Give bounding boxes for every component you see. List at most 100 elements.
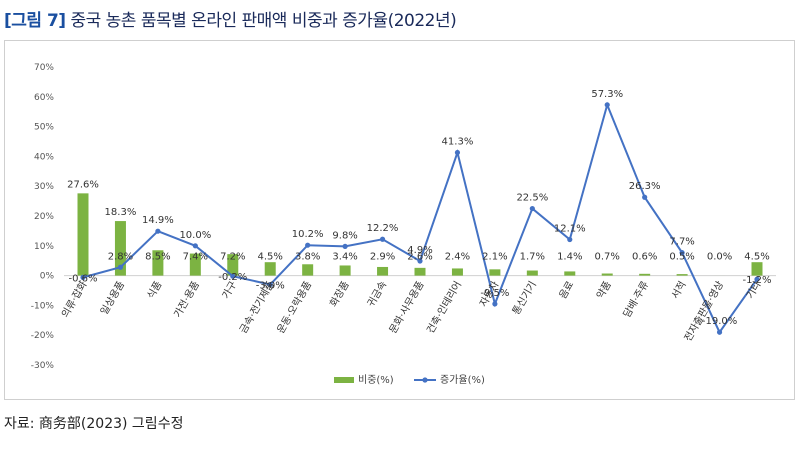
bar-data-label: 18.3%: [105, 207, 137, 218]
line-data-label: 10.0%: [179, 230, 211, 241]
bar: [264, 262, 276, 276]
line-point: [192, 243, 198, 249]
y-tick-label: 70%: [34, 63, 54, 73]
bar: [302, 264, 314, 276]
figure-title-text: 중국 농촌 품목별 온라인 판매액 비중과 증가율(2022년): [70, 11, 457, 31]
line-data-label: 9.8%: [332, 230, 357, 241]
line-point: [267, 281, 273, 288]
line-point: [679, 250, 685, 256]
x-category-label: 담배·주류: [621, 279, 651, 320]
bar-data-label: 0.0%: [707, 252, 732, 263]
bar: [489, 269, 501, 276]
line-data-label: 22.5%: [516, 193, 548, 204]
line-data-label: 41.3%: [442, 137, 474, 148]
line-data-label: -3.0%: [256, 281, 285, 292]
x-category-label: 일상용품: [98, 279, 127, 317]
bar-data-label: 27.6%: [67, 179, 99, 190]
chart-frame: [4, 40, 795, 400]
x-category-label: 서적: [669, 279, 689, 301]
bar: [227, 254, 239, 276]
bar-data-label: 1.4%: [557, 252, 582, 263]
line-point: [492, 301, 498, 307]
bar-data-label: 4.5%: [258, 252, 283, 263]
bar: [751, 262, 763, 276]
line-point: [155, 228, 161, 234]
bar: [77, 193, 89, 276]
legend-bar-label: 비중(%): [358, 374, 394, 386]
bar-data-label: 0.7%: [595, 252, 620, 263]
bar-data-label: 4.5%: [744, 252, 769, 263]
line-data-label: 14.9%: [142, 215, 174, 226]
line-point: [342, 243, 348, 249]
x-category-label: 가전·용품: [172, 279, 202, 320]
bar-data-label: 3.4%: [332, 252, 357, 263]
line-point: [230, 273, 236, 279]
bar-data-label: 8.5%: [145, 252, 170, 263]
figure-number: [그림 7]: [4, 11, 66, 31]
x-category-label: 통신기기: [510, 279, 539, 317]
figure-title: [그림 7] 중국 농촌 품목별 온라인 판매액 비중과 증가율(2022년): [4, 6, 457, 31]
line-data-label: -19.0%: [702, 316, 737, 327]
x-category-label: 음료: [557, 279, 577, 301]
line-data-label: 26.3%: [629, 181, 661, 192]
y-tick-label: 40%: [34, 152, 54, 162]
line-point: [754, 276, 760, 282]
line-data-label: 10.2%: [292, 229, 324, 240]
line-point: [642, 194, 648, 200]
line-data-label: -9.5%: [480, 288, 509, 299]
y-tick-label: -10%: [31, 301, 55, 311]
bar: [564, 271, 576, 276]
x-category-label: 약품: [594, 279, 614, 301]
bar: [676, 274, 688, 276]
x-category-label: 문화·사무용품: [387, 279, 427, 336]
y-tick-label: -30%: [31, 361, 55, 371]
line-data-label: 2.8%: [108, 251, 133, 262]
y-tick-label: 60%: [34, 93, 54, 103]
y-tick-label: 50%: [34, 123, 54, 133]
y-tick-label: 0%: [40, 272, 55, 282]
line-point: [117, 264, 124, 270]
line-data-label: 12.1%: [554, 224, 586, 235]
bar-data-label: 0.5%: [669, 252, 694, 263]
bar-data-label: 2.6%: [407, 252, 432, 263]
y-tick-label: -20%: [31, 331, 55, 341]
line-point: [716, 329, 723, 335]
legend-line-marker: [422, 377, 428, 383]
bar: [152, 250, 164, 276]
line-point: [80, 274, 86, 280]
bar: [639, 273, 651, 276]
line-point: [454, 149, 461, 156]
bar-data-label: 3.8%: [295, 252, 320, 263]
x-category-label: 식품: [145, 279, 165, 301]
line-data-label: -1.2%: [742, 275, 771, 286]
line-data-label: 7.7%: [669, 237, 694, 248]
x-category-label: 의류·잡화: [59, 279, 89, 320]
line-point: [305, 242, 311, 248]
bar: [189, 253, 201, 276]
y-tick-label: 20%: [34, 212, 54, 222]
line-data-label: -0.2%: [218, 272, 247, 283]
legend-bar-swatch: [334, 377, 354, 383]
bar: [526, 270, 538, 276]
bar: [114, 221, 126, 276]
bar-data-label: 7.4%: [183, 252, 208, 263]
bar-data-label: 2.1%: [482, 252, 507, 263]
source-note: 자료: 商务部(2023) 그림수정: [4, 416, 184, 432]
bar: [601, 273, 613, 276]
bar-data-label: 0.6%: [632, 252, 657, 263]
x-category-label: 건축·인테리어: [424, 279, 464, 336]
line-data-label: 4.9%: [407, 245, 432, 256]
line-data-label: -0.6%: [68, 273, 97, 284]
y-tick-label: 10%: [34, 242, 54, 252]
line-point: [604, 102, 610, 108]
combo-chart: 70% 60% 50% 40% 30% 20% 10% 0% -10% -20% -30% 27.6%…: [31, 63, 776, 386]
line-point: [529, 205, 535, 212]
bar: [451, 268, 463, 276]
bar: [377, 266, 389, 276]
legend-line-label: 증가율(%): [440, 374, 485, 386]
line-point: [417, 258, 423, 264]
bar-data-label: 7.2%: [220, 252, 245, 263]
line-point: [567, 236, 573, 243]
line-point: [379, 236, 386, 242]
bar-data-label: 2.4%: [445, 252, 470, 263]
